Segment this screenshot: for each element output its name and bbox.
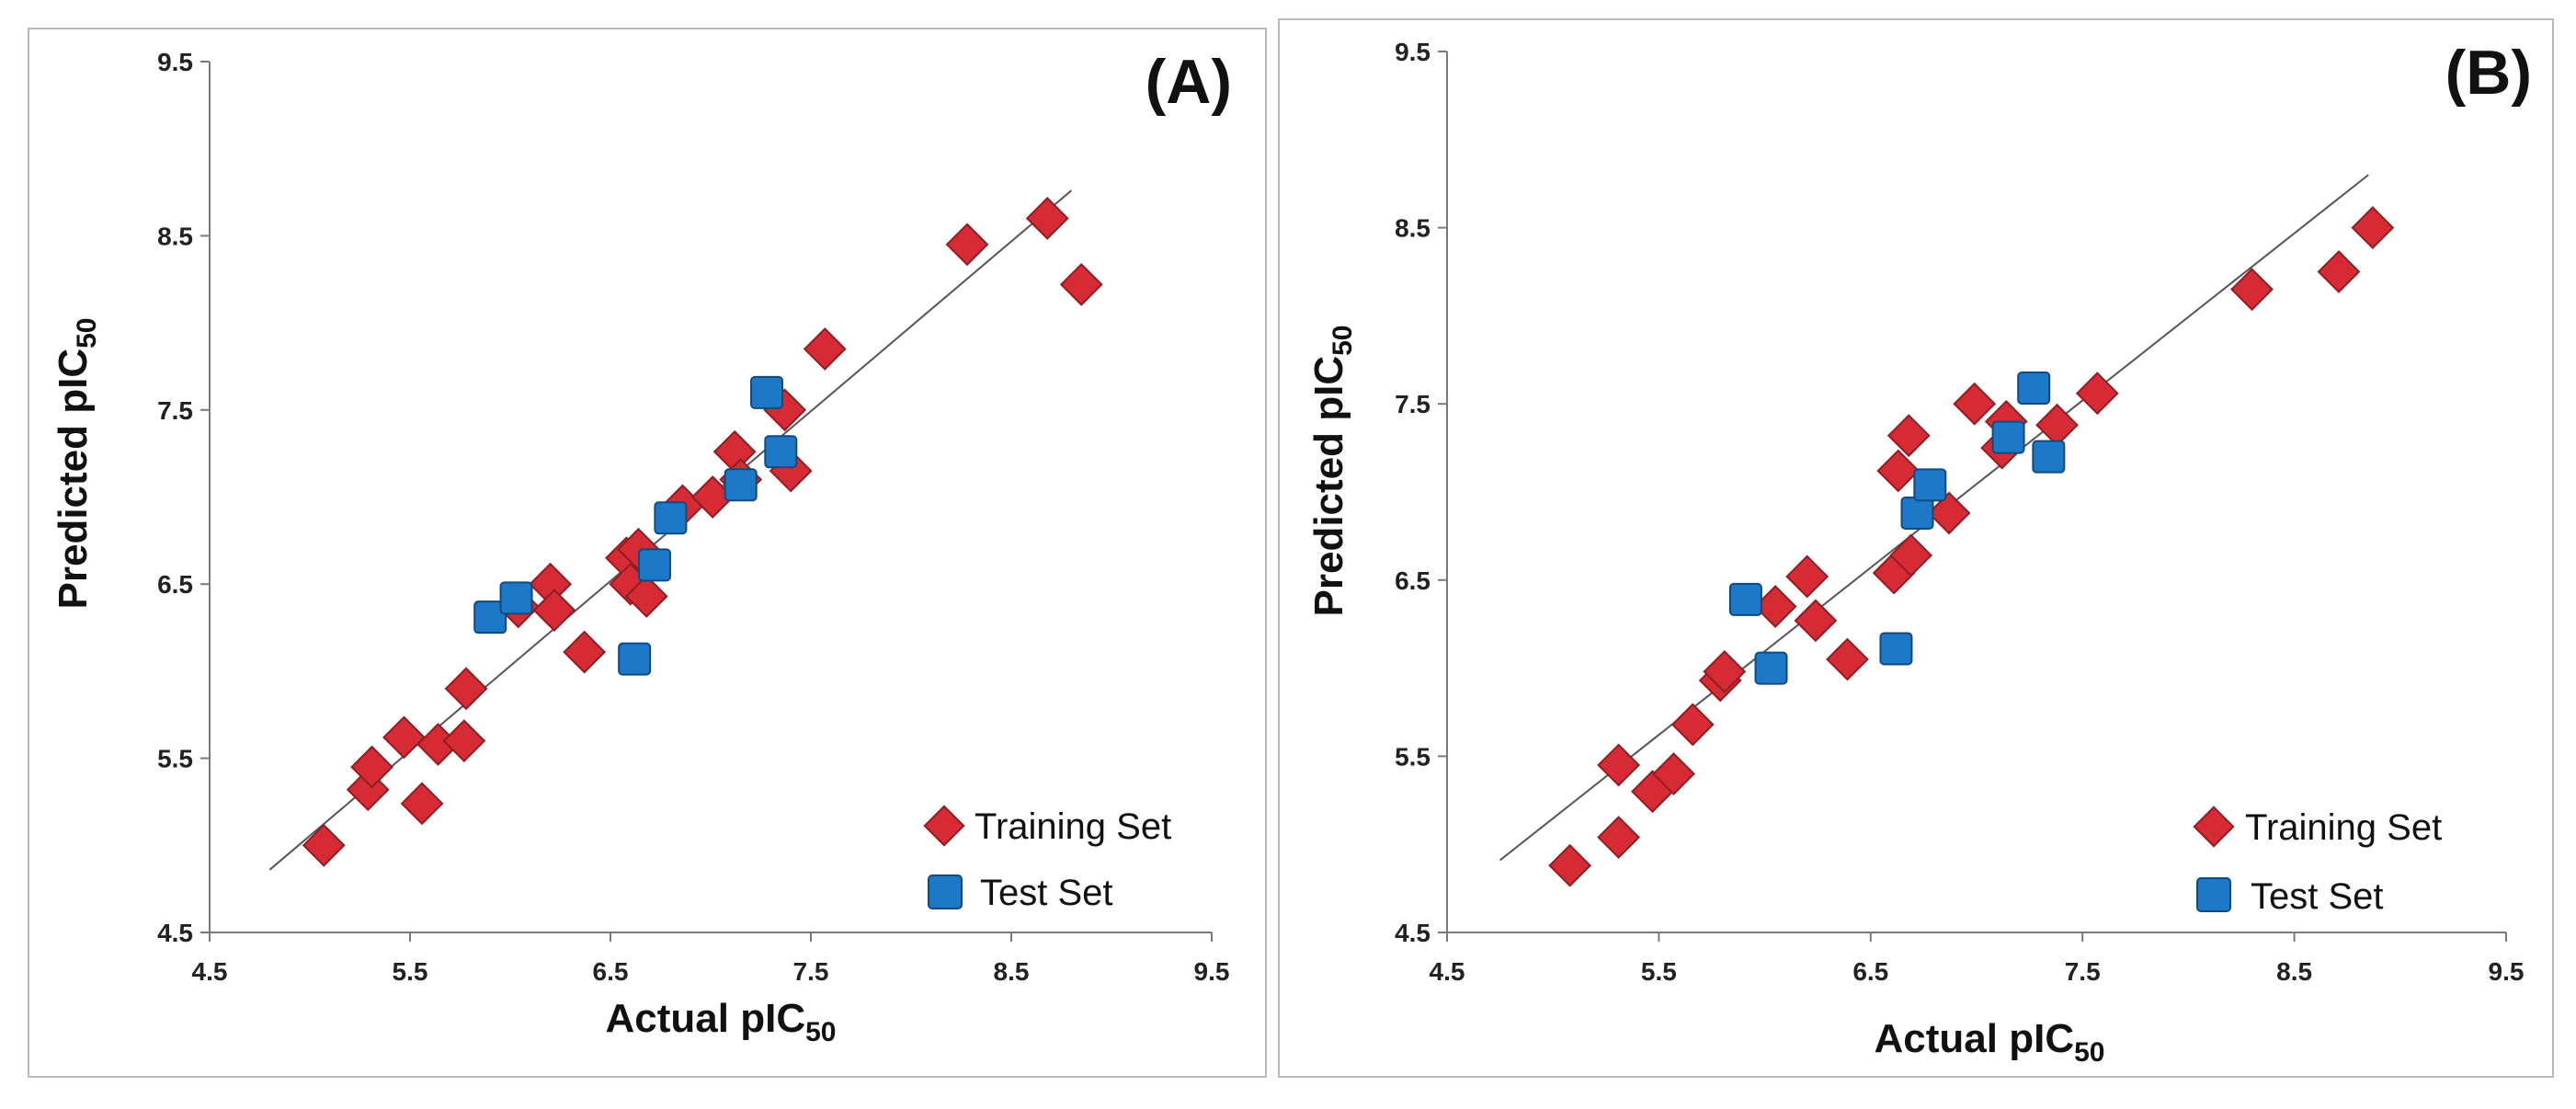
y-tick-label-b: 7.5 [1395,390,1430,418]
panel-label-b: (B) [2445,38,2532,108]
legend-test-marker-b [2196,877,2231,912]
test-point-a [724,468,758,502]
test-point-b [1913,468,1947,502]
x-tick-label-b: 9.5 [2489,957,2525,986]
training-point-a [382,715,426,760]
y-axis-title-b: Predicted pIC50 [1306,326,1358,617]
test-point-a [764,435,798,469]
training-point-a [444,667,488,711]
training-point-b [1927,491,1971,535]
legend-training-marker-b [2193,806,2235,848]
x-tick-label-b: 7.5 [2065,957,2101,986]
training-point-b [2351,206,2395,250]
training-point-a [442,719,486,763]
training-point-b [1597,816,1641,859]
x-axis-title-b: Actual pIC50 [1875,1016,2105,1068]
y-tick-label-b: 4.5 [1395,919,1430,947]
test-point-b [2032,440,2066,474]
test-point-b [1728,582,1762,616]
training-point-b [1889,533,1932,577]
training-point-a [1059,263,1103,306]
legend-test-marker-a [928,875,963,909]
y-tick-label-b: 9.5 [1395,38,1430,66]
legend-test-label-a: Test Set [980,873,1113,913]
training-point-a [945,223,989,267]
training-point-a [302,823,346,867]
training-point-b [1548,843,1592,887]
training-point-b [1703,650,1747,693]
panel-label-a: (A) [1146,47,1232,117]
legend-a: Training Set Test Set [923,805,1171,913]
training-point-b [1670,703,1715,747]
test-point-a [750,375,784,409]
training-point-b [2035,403,2079,447]
test-point-a [499,581,533,615]
legend-training-label-b: Training Set [2245,807,2442,848]
training-point-a [563,630,607,674]
training-point-b [1785,554,1829,599]
x-axis-title-a: Actual pIC50 [606,996,837,1047]
training-point-b [2230,268,2274,312]
x-tick-label-a: 5.5 [393,957,428,986]
legend-b: Training Set Test Set [2193,806,2442,917]
training-point-b [1953,382,1997,426]
plot-area-a: 4.5 5.5 6.5 7.5 8.5 9.5 4.5 5.5 6.5 7.5 8.5 9.5 [157,48,1229,986]
x-tick-label-a: 7.5 [793,957,829,986]
y-tick-label-b: 8.5 [1395,214,1430,243]
training-point-b [1826,637,1869,681]
training-point-b [1876,449,1921,493]
x-tick-label-a: 9.5 [1194,957,1230,986]
training-point-a [624,575,668,618]
training-point-b [1597,743,1641,787]
training-point-b [2075,372,2119,416]
plot-area-b: 4.5 5.5 6.5 7.5 8.5 9.5 4.5 5.5 6.5 7.5 8.5 9.5 [1395,38,2524,986]
training-point-b [2317,250,2361,293]
test-point-a [618,642,652,676]
x-tick-label-a: 4.5 [192,957,228,986]
test-point-a [654,501,688,535]
x-tick-label-b: 5.5 [1641,957,1677,986]
chart-panel-b: 4.5 5.5 6.5 7.5 8.5 9.5 4.5 5.5 6.5 7.5 8.5 9.5 (B)… [1278,18,2554,1078]
training-point-b [1794,599,1838,643]
scatter-chart-b: 4.5 5.5 6.5 7.5 8.5 9.5 4.5 5.5 6.5 7.5 8.5 9.5 (B)… [1306,38,2532,1068]
legend-test-label-b: Test Set [2251,876,2384,917]
y-tick-label-a: 8.5 [157,222,193,250]
y-tick-label-a: 7.5 [157,396,193,425]
test-point-b [1991,420,2025,454]
scatter-chart-a: 4.5 5.5 6.5 7.5 8.5 9.5 4.5 5.5 6.5 7.5 8.5 9.5 (A)… [51,47,1232,1047]
x-tick-label-b: 6.5 [1852,957,1888,986]
test-point-b [2017,371,2051,405]
training-point-a [350,745,393,789]
test-point-b [1754,651,1788,685]
training-point-b [1886,414,1931,458]
legend-training-label-a: Training Set [975,806,1171,847]
test-point-a [473,600,507,635]
y-tick-label-b: 6.5 [1395,566,1430,595]
training-point-a [400,782,444,826]
test-point-b [1900,496,1934,530]
y-tick-label-a: 6.5 [157,570,193,599]
y-axis-title-a: Predicted pIC50 [51,318,102,610]
training-point-a [1025,197,1069,240]
y-tick-label-a: 9.5 [157,48,193,76]
x-tick-label-a: 8.5 [994,957,1030,986]
x-tick-label-a: 6.5 [593,957,629,986]
training-point-a [532,589,576,633]
test-point-b [1879,632,1913,666]
x-tick-label-b: 4.5 [1430,957,1465,986]
y-tick-label-a: 4.5 [157,919,193,947]
x-tick-label-b: 8.5 [2276,957,2312,986]
chart-panel-a: 4.5 5.5 6.5 7.5 8.5 9.5 4.5 5.5 6.5 7.5 8.5 9.5 (A)… [28,28,1267,1078]
training-point-b [1652,752,1695,795]
y-tick-label-b: 5.5 [1395,742,1430,771]
y-tick-label-a: 5.5 [157,745,193,773]
legend-training-marker-a [923,805,965,847]
training-point-a [803,327,847,371]
test-point-a [637,548,671,582]
